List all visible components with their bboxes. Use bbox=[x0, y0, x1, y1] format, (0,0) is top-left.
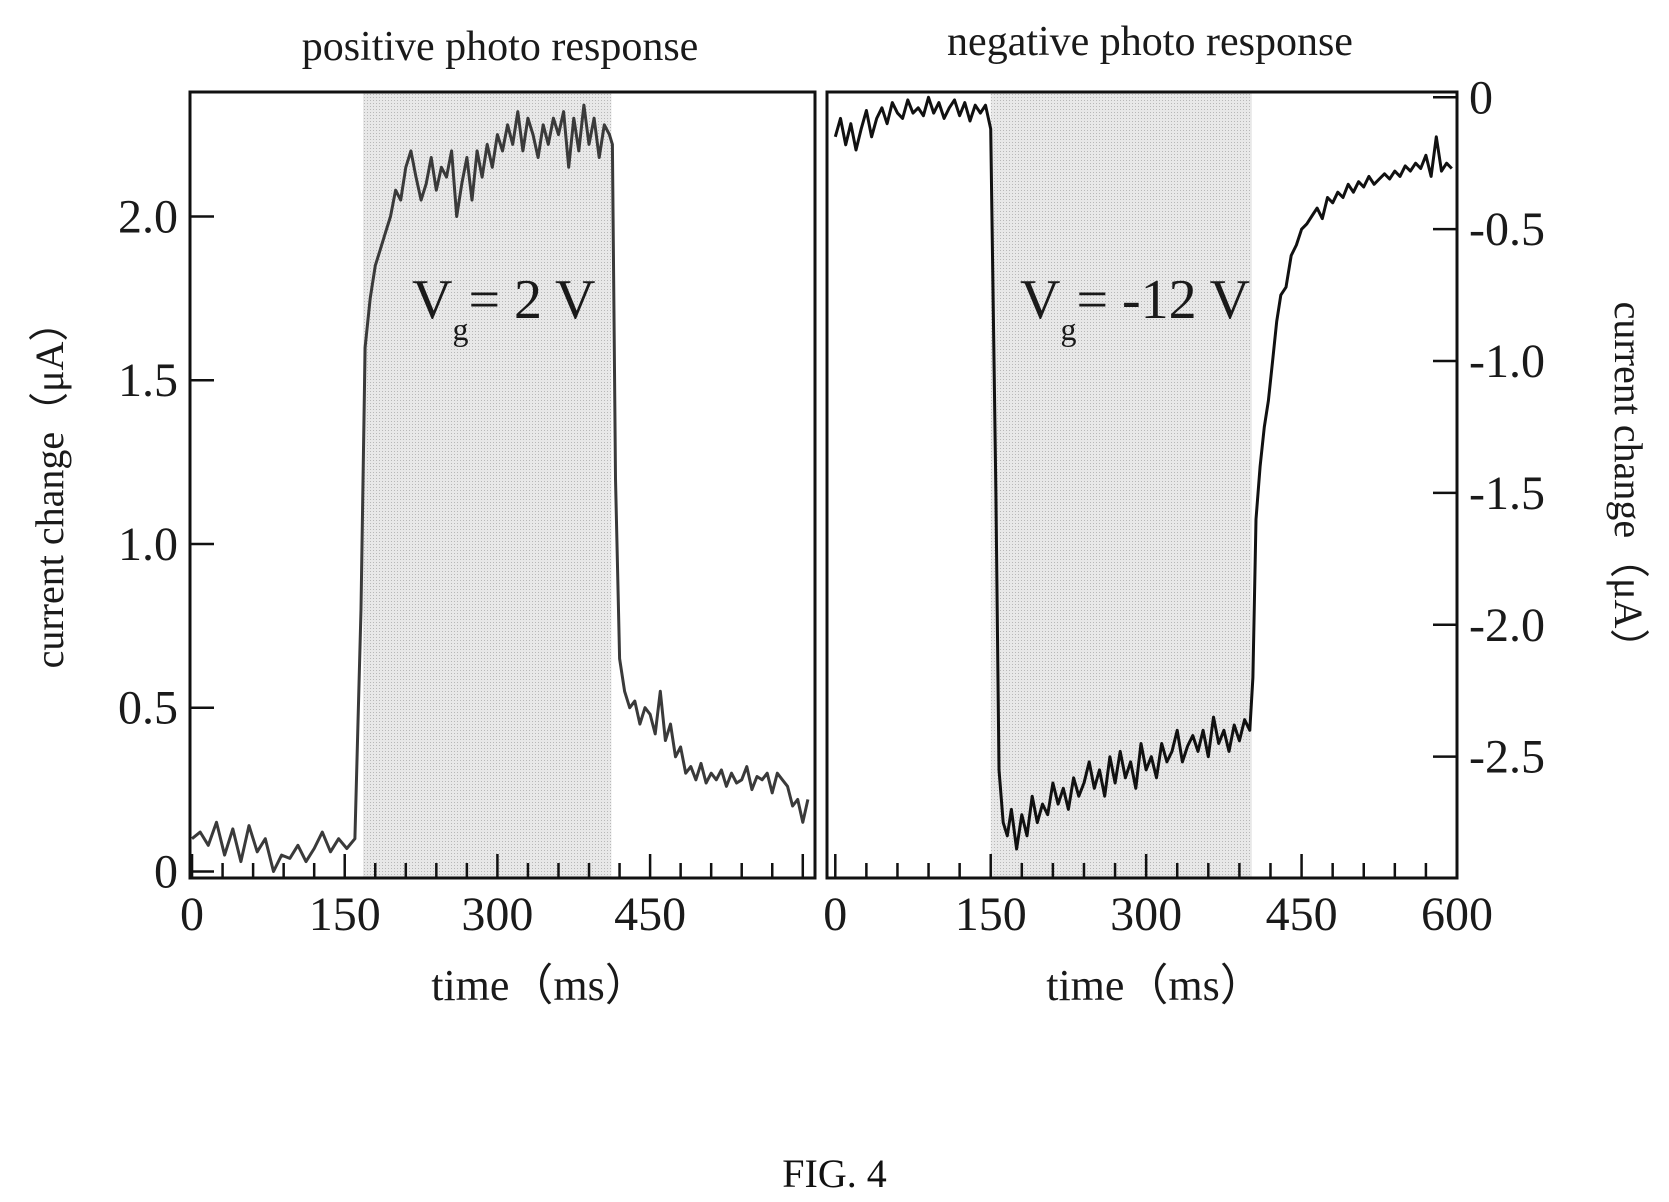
annotation-subscript: g bbox=[452, 311, 468, 347]
panel-left-series-line bbox=[191, 103, 810, 873]
x-tick-label: 300 bbox=[1110, 888, 1182, 941]
x-tick-label: 0 bbox=[180, 888, 204, 941]
panel-right-frame bbox=[825, 90, 1459, 880]
panel-left-annotation: Vg= 2 V bbox=[412, 269, 595, 347]
panel-left-xlabel: time（ms） bbox=[431, 961, 649, 1010]
x-tick-label: 150 bbox=[309, 888, 381, 941]
y-tick-label: -2.0 bbox=[1469, 599, 1545, 652]
annotation-value: = -12 V bbox=[1076, 269, 1250, 331]
panel-right-annotation: Vg= -12 V bbox=[1020, 269, 1250, 347]
y-tick-label: 0.5 bbox=[118, 682, 178, 735]
annotation-value: = 2 V bbox=[468, 269, 595, 331]
y-tick-label: 0 bbox=[154, 845, 178, 898]
annotation-subscript: g bbox=[1060, 311, 1076, 347]
panel-right: negative photo response 0 150 300 450 600 0 -0… bbox=[823, 19, 1651, 1010]
panel-left-shaded-region bbox=[363, 92, 612, 878]
annotation-v: V bbox=[412, 269, 452, 331]
x-tick-label: 0 bbox=[823, 888, 847, 941]
x-tick-label: 450 bbox=[614, 888, 686, 941]
panel-right-ticks: 0 150 300 450 600 0 -0.5 -1.0 -1.5 -2.0 -2.5 bbox=[823, 71, 1545, 941]
x-tick-label: 150 bbox=[955, 888, 1027, 941]
y-tick-label: 1.5 bbox=[118, 354, 178, 407]
y-tick-label: -1.0 bbox=[1469, 335, 1545, 388]
x-tick-label: 300 bbox=[461, 888, 533, 941]
figure-caption: FIG. 4 bbox=[782, 1151, 887, 1196]
y-tick-label: -0.5 bbox=[1469, 203, 1545, 256]
y-tick-label: 2.0 bbox=[118, 190, 178, 243]
panel-right-ylabel: current change（μA） bbox=[1606, 302, 1651, 669]
panel-right-title: negative photo response bbox=[947, 19, 1353, 65]
panel-left-ticks: 0 150 300 450 0 0.5 1.0 1.5 2.0 bbox=[118, 190, 805, 941]
annotation-v: V bbox=[1020, 269, 1060, 331]
panel-left-frame bbox=[188, 90, 817, 880]
y-tick-label: -1.5 bbox=[1469, 467, 1545, 520]
panel-right-series-line bbox=[833, 95, 1453, 851]
panel-right-xlabel: time（ms） bbox=[1046, 961, 1264, 1010]
y-tick-label: -2.5 bbox=[1469, 731, 1545, 784]
y-tick-label: 0 bbox=[1469, 71, 1493, 124]
x-tick-label: 450 bbox=[1266, 888, 1338, 941]
panel-left: positive photo response 0 150 300 450 0 0.5 1.… bbox=[27, 24, 817, 1010]
y-tick-label: 1.0 bbox=[118, 518, 178, 571]
panel-left-ylabel: current change（μA） bbox=[27, 302, 72, 669]
x-tick-label: 600 bbox=[1421, 888, 1493, 941]
panel-left-title: positive photo response bbox=[302, 24, 699, 70]
